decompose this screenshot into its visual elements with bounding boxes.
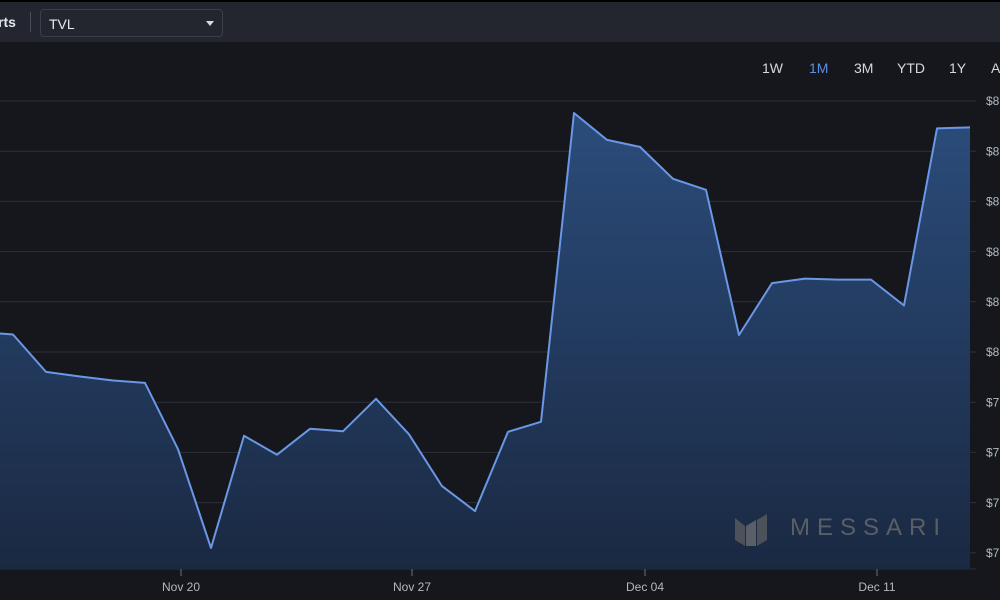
x-tick-label: Nov 20 (162, 580, 200, 594)
x-tick-label: Dec 04 (626, 580, 664, 594)
y-tick-label: $8 (986, 295, 1000, 309)
axis-labels: $8 $8 $8 $8 $8 $8 $7 $7 $7 $7 Nov 20 Nov 27 Dec 04 De… (162, 94, 1000, 594)
y-tick-label: $7 (986, 496, 1000, 510)
data-point[interactable] (604, 137, 610, 143)
data-point[interactable] (10, 332, 16, 338)
data-point[interactable] (109, 377, 115, 383)
x-tick-label: Dec 11 (858, 580, 895, 594)
data-point[interactable] (241, 433, 247, 439)
y-tick-label: $8 (986, 245, 1000, 259)
data-point[interactable] (835, 277, 841, 283)
data-point[interactable] (76, 373, 82, 379)
data-point[interactable] (736, 332, 742, 338)
y-tick-label: $8 (986, 94, 1000, 108)
metric-dropdown-value: TVL (49, 16, 75, 32)
y-tick-label: $7 (986, 546, 1000, 560)
data-point[interactable] (802, 276, 808, 282)
data-point[interactable] (208, 545, 214, 551)
x-tick-label: Nov 27 (393, 580, 431, 594)
data-point[interactable] (769, 280, 775, 286)
data-point[interactable] (934, 125, 940, 131)
data-point[interactable] (274, 452, 280, 458)
data-point[interactable] (670, 176, 676, 182)
range-button-1w[interactable]: 1W (762, 60, 783, 76)
section-label: rts (0, 14, 16, 30)
data-point[interactable] (868, 277, 874, 283)
data-point[interactable] (703, 187, 709, 193)
data-point[interactable] (43, 369, 49, 375)
messari-logo-icon (735, 514, 767, 546)
data-point[interactable] (901, 303, 907, 309)
data-point[interactable] (406, 431, 412, 437)
range-button-ytd[interactable]: YTD (897, 60, 925, 76)
data-point[interactable] (439, 483, 445, 489)
data-point[interactable] (307, 426, 313, 432)
data-point[interactable] (505, 429, 511, 435)
range-button-all[interactable]: A (991, 60, 1000, 76)
y-tick-label: $7 (986, 446, 1000, 460)
tvl-area-fill (0, 113, 970, 569)
toolbar-divider (30, 12, 31, 32)
data-point[interactable] (142, 380, 148, 386)
tvl-series-line (0, 112, 971, 549)
chart-toolbar: rts TVL (0, 0, 1000, 42)
y-tick-label: $8 (986, 195, 1000, 209)
y-tick-label: $8 (986, 144, 1000, 158)
data-point[interactable] (472, 508, 478, 514)
caret-down-icon (206, 21, 214, 26)
data-point[interactable] (637, 144, 643, 150)
data-point[interactable] (373, 396, 379, 402)
area-series (0, 110, 973, 569)
range-button-1y[interactable]: 1Y (949, 60, 967, 76)
data-point[interactable] (967, 124, 973, 130)
y-tick-label: $7 (986, 395, 1000, 409)
data-point[interactable] (571, 110, 577, 116)
range-button-1m[interactable]: 1M (809, 60, 829, 76)
metric-dropdown[interactable]: TVL (40, 9, 223, 37)
range-button-3m[interactable]: 3M (854, 60, 874, 76)
data-point[interactable] (175, 446, 181, 452)
y-tick-label: $8 (986, 345, 1000, 359)
data-point[interactable] (340, 428, 346, 434)
messari-watermark: MESSARI (790, 514, 948, 541)
data-point[interactable] (538, 419, 544, 425)
